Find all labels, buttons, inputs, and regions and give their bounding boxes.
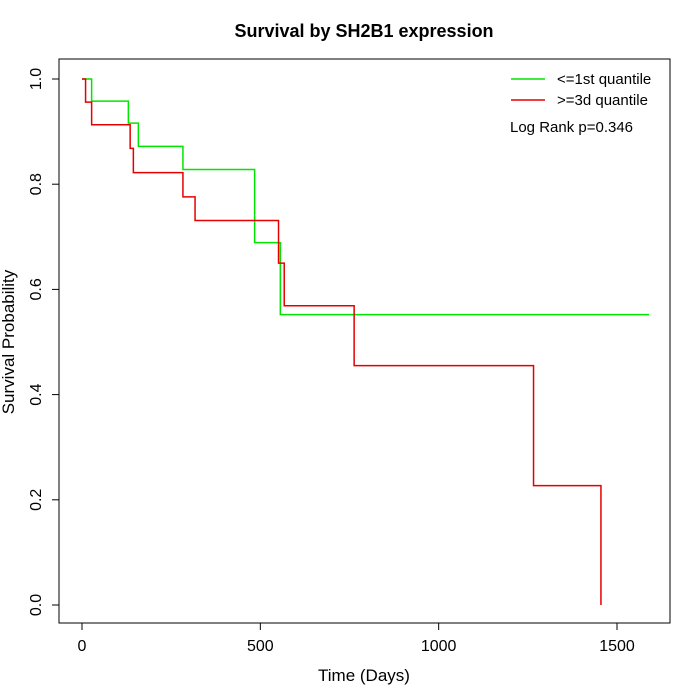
legend: <=1st quantile >=3d quantile Log Rank p=… [510, 71, 651, 136]
x-tick-label: 0 [78, 638, 87, 655]
y-axis: 0.0 0.2 0.4 0.6 0.8 1.0 [28, 68, 60, 616]
y-tick-label: 0.6 [28, 278, 45, 300]
series-group [82, 78, 650, 605]
log-rank-annotation: Log Rank p=0.346 [510, 119, 633, 136]
x-axis-title: Time (Days) [318, 666, 410, 685]
y-axis-title: Survival Probability [0, 269, 18, 414]
series-line-1 [82, 78, 602, 605]
x-tick-label: 500 [247, 638, 274, 655]
legend-label-low: <=1st quantile [557, 71, 651, 88]
y-tick-label: 0.4 [28, 383, 45, 405]
y-tick-label: 0.8 [28, 173, 45, 195]
series-line-0 [82, 78, 650, 316]
y-tick-label: 0.2 [28, 489, 45, 511]
x-tick-label: 1500 [599, 638, 635, 655]
chart-title: Survival by SH2B1 expression [234, 21, 493, 41]
x-axis: 0 500 1000 1500 [78, 622, 635, 655]
y-tick-label: 0.0 [28, 594, 45, 616]
x-tick-label: 1000 [421, 638, 457, 655]
legend-label-high: >=3d quantile [557, 92, 648, 109]
plot-frame [58, 58, 671, 624]
y-tick-label: 1.0 [28, 68, 45, 90]
